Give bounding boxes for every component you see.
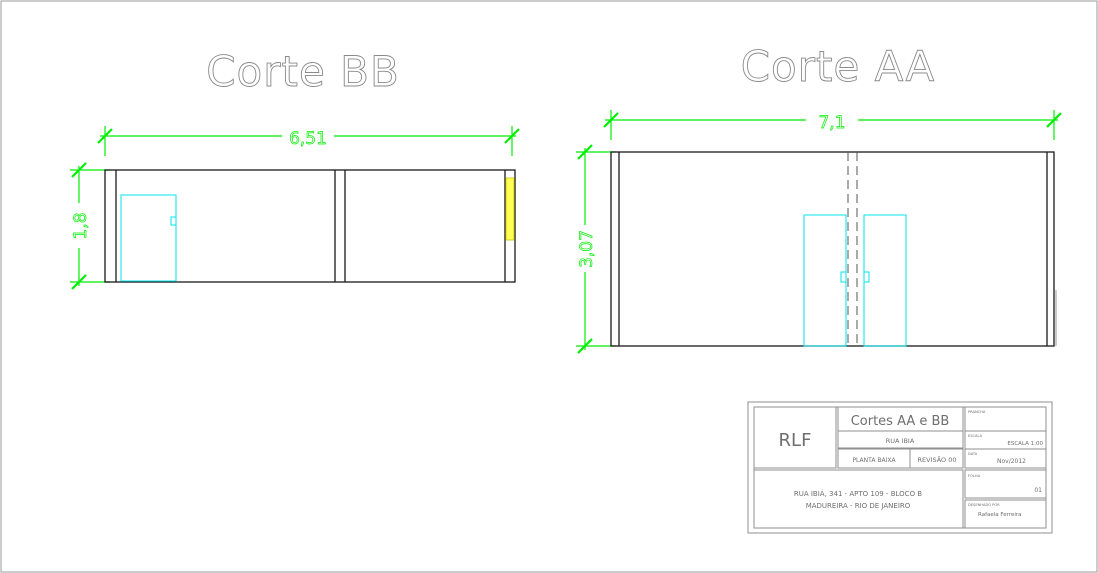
title-block-text: RLF Cortes AA e BB RUA IBIA PLANTA BAIXA… <box>779 410 1044 518</box>
drawn-by-label: DESENHADO POR <box>968 503 1000 507</box>
date-value: Nov/2012 <box>997 458 1026 465</box>
bb-height-label: 1,8 <box>71 212 91 239</box>
section-aa: Corte AA 7,1 3,07 <box>576 42 1062 354</box>
sheet-label: FOLHA <box>968 474 981 478</box>
section-aa-title: Corte AA <box>741 42 936 91</box>
bb-section-outline <box>104 169 516 283</box>
aa-height-label: 3,07 <box>577 230 597 268</box>
aa-height-dimension <box>576 144 616 354</box>
top-right-label: PRANCHA <box>968 410 986 414</box>
drawing-title: Cortes AA e BB <box>851 414 950 429</box>
address-line-2: MADUREIRA - RIO DE JANEIRO <box>806 502 911 510</box>
street-name: RUA IBIA <box>886 437 915 445</box>
bb-door <box>120 194 177 282</box>
bb-walls <box>104 169 516 283</box>
aa-door-right <box>863 214 907 347</box>
scale-value: ESCALA 1:00 <box>1007 441 1043 447</box>
aa-center-partition <box>847 152 858 346</box>
revision: REVISÃO 00 <box>917 455 956 464</box>
bb-width-dimension <box>97 126 520 156</box>
bb-width-label: 6,51 <box>289 129 327 149</box>
drawn-by-value: Rafaela Ferreira <box>978 512 1022 518</box>
aa-door-left <box>803 214 847 347</box>
sheet-value: 01 <box>1034 487 1042 494</box>
plan-type: PLANTA BAIXA <box>852 457 896 464</box>
address-line-1: RUA IBIÁ, 341 - APTO 109 - BLOCO B <box>794 489 922 498</box>
scale-label: ESCALA <box>968 434 983 438</box>
logo-text: RLF <box>779 430 812 451</box>
date-label: DATA <box>968 452 978 456</box>
aa-width-dimension <box>603 110 1062 140</box>
bb-window-glass <box>505 177 515 241</box>
title-block <box>747 401 1053 534</box>
bb-height-dimension <box>70 162 110 290</box>
section-bb: Corte BB 6,51 1,8 <box>70 47 520 290</box>
aa-width-label: 7,1 <box>818 113 845 133</box>
section-bb-title: Corte BB <box>206 47 400 96</box>
